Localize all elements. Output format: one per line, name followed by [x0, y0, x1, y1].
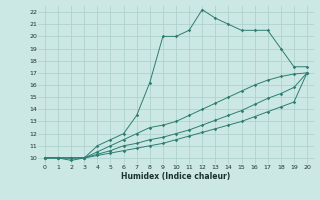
X-axis label: Humidex (Indice chaleur): Humidex (Indice chaleur): [121, 172, 231, 181]
